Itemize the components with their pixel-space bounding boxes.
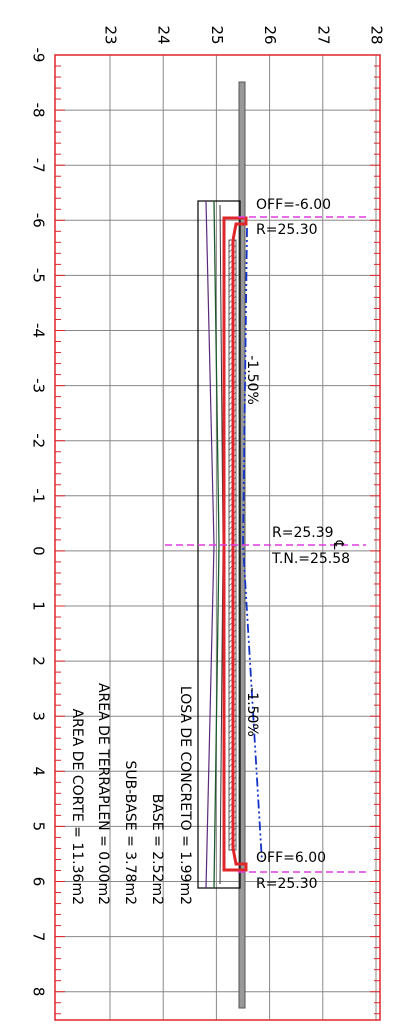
elevation-label: 28: [368, 25, 386, 44]
offset-label: 2: [30, 656, 48, 666]
terrain-line: [242, 227, 263, 863]
annotation: R=25.30: [256, 222, 318, 238]
elevation-label: 24: [155, 25, 173, 44]
area-label: BASE = 2.52m2: [149, 794, 165, 905]
offset-label: 1: [30, 601, 48, 611]
annotation: T.N.=25.58: [271, 551, 350, 567]
elevation-label: 23: [102, 25, 120, 44]
area-label: SUB-BASE = 3.78m2: [122, 760, 138, 905]
frame: [54, 54, 381, 1021]
offset-label: -9: [30, 48, 48, 63]
grid: [55, 54, 380, 1020]
offset-label: 7: [30, 932, 48, 942]
area-label: AREA DE CORTE = 11.36m2: [69, 709, 85, 905]
offset-label: 6: [30, 877, 48, 887]
area-label: AREA DE TERRAPLEN = 0.00m2: [95, 683, 111, 905]
offset-label: -3: [30, 378, 48, 393]
annotation: R=25.30: [256, 876, 318, 892]
annotation: OFF=6.00: [256, 850, 326, 866]
offset-label: 4: [30, 767, 48, 777]
offset-label: -2: [30, 433, 48, 448]
annotation: OFF=-6.00: [256, 197, 331, 213]
area-label: LOSA DE CONCRETO = 1.99m2: [177, 686, 193, 905]
area-summary: LOSA DE CONCRETO = 1.99m2 BASE = 2.52m2 SU…: [69, 683, 193, 905]
offset-label: 0: [30, 546, 48, 556]
elevation-label: 27: [314, 25, 332, 44]
offset-label: -8: [30, 103, 48, 118]
slope-label: -1.50%: [244, 355, 260, 405]
annotation: R=25.39: [272, 525, 334, 541]
offset-label: -7: [30, 158, 48, 173]
offset-label: 5: [30, 822, 48, 832]
elevation-label: 25: [208, 25, 226, 44]
minor-ticks: [55, 54, 380, 1015]
concrete-section: [222, 216, 248, 872]
slope-label: -1.50%: [244, 687, 260, 737]
offset-label: -5: [30, 268, 48, 283]
offset-label: -4: [30, 323, 48, 338]
offset-label: -6: [30, 213, 48, 228]
offset-label: 3: [30, 711, 48, 721]
centerline-symbol: ℄: [330, 540, 346, 550]
offset-label: -1: [30, 488, 48, 503]
base-line: [213, 200, 220, 889]
elevation-label: 26: [261, 25, 279, 44]
offset-label: 8: [30, 987, 48, 997]
